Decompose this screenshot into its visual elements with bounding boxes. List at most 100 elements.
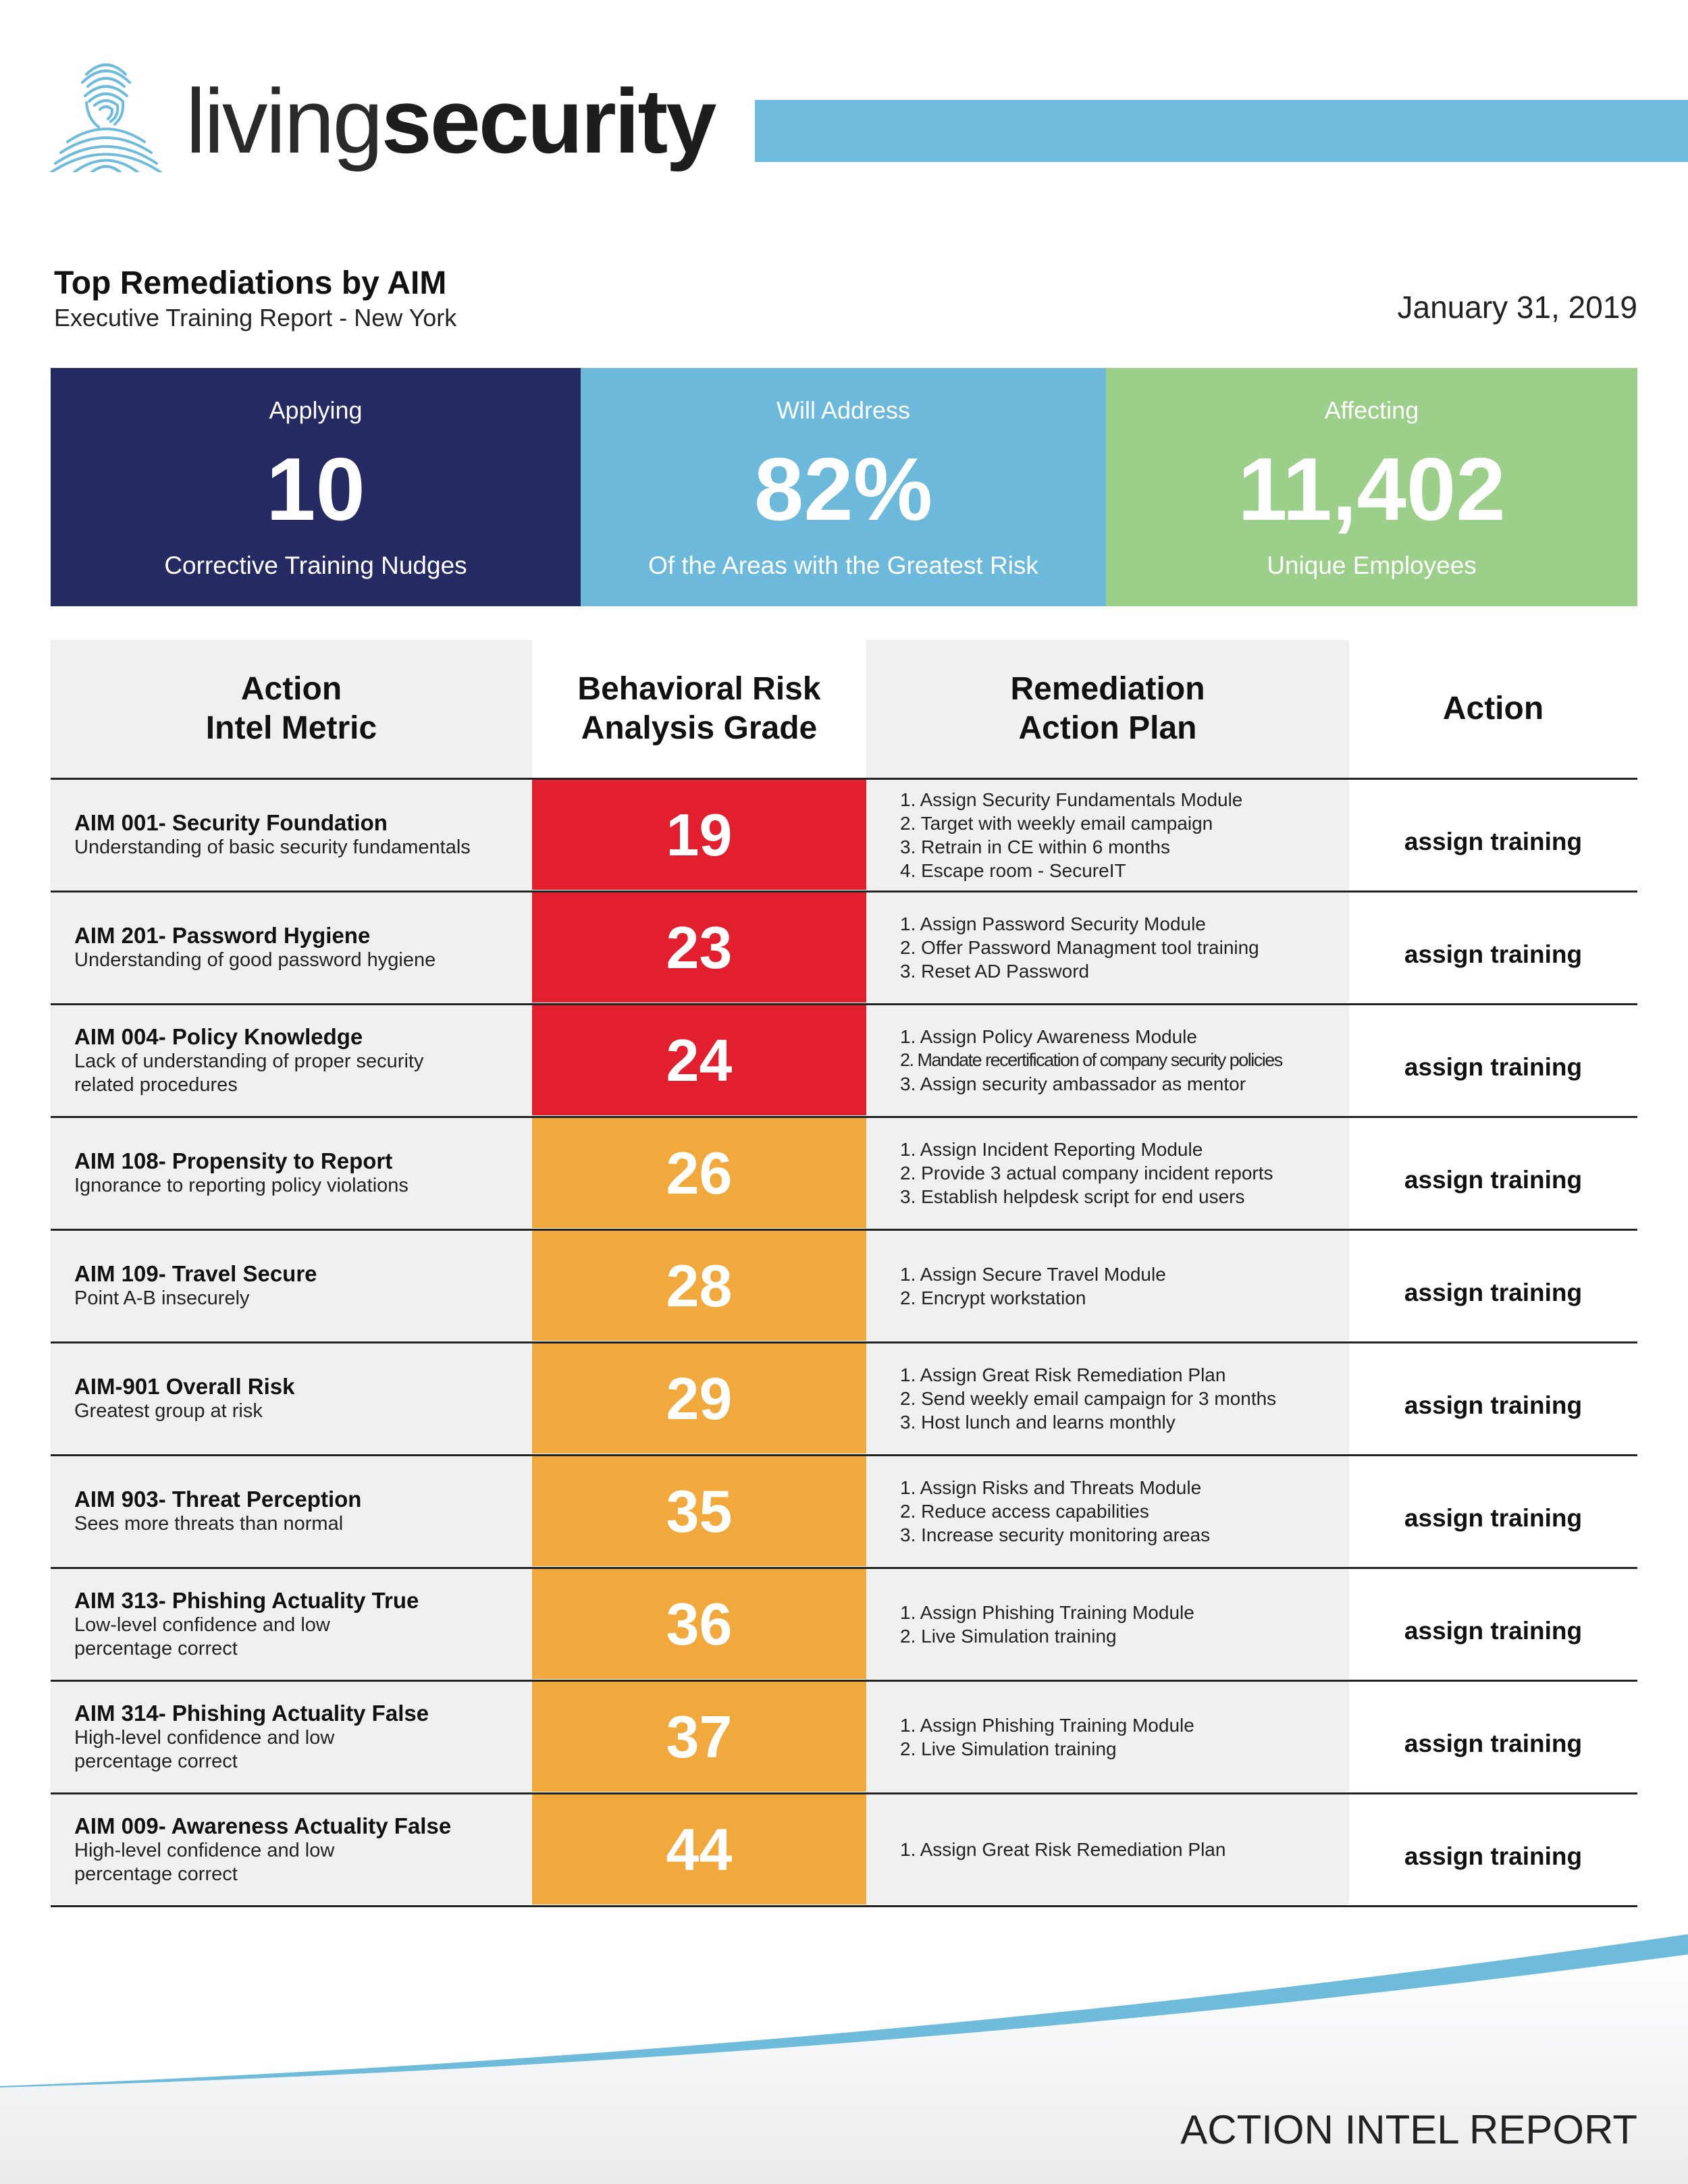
- plan-item: 2. Mandate recertification of company se…: [900, 1050, 1283, 1070]
- plan-item: 1. Assign Phishing Training Module: [900, 1714, 1194, 1736]
- plan-item: 2. Target with weekly email campaign: [900, 812, 1213, 834]
- stat-value: 11,402: [1238, 440, 1506, 539]
- metric-cell: AIM-901 Overall Risk Greatest group at ri…: [51, 1343, 532, 1454]
- risk-grade-cell: 29: [532, 1343, 866, 1454]
- risk-grade-cell: 24: [532, 1005, 866, 1115]
- metric-cell: AIM 009- Awareness Actuality False High-l…: [51, 1794, 532, 1905]
- stat-box-will-address: Will Address 82% Of the Areas with the G…: [581, 368, 1106, 606]
- plan-item: 1. Assign Phishing Training Module: [900, 1601, 1194, 1623]
- plan-item: 3. Establish helpdesk script for end use…: [900, 1186, 1245, 1207]
- plan-item: 2. Provide 3 actual company incident rep…: [900, 1163, 1273, 1183]
- remediation-plan-cell: 1. Assign Phishing Training Module 2. Liv…: [866, 1569, 1349, 1679]
- report-title: Top Remediations by AIM: [54, 265, 447, 301]
- metric-cell: AIM 108- Propensity to Report Ignorance t…: [51, 1118, 532, 1228]
- table-row: AIM 201- Password Hygiene Understanding o…: [51, 890, 1637, 1003]
- metric-description: Greatest group at risk: [74, 1400, 263, 1422]
- risk-grade-cell: 28: [532, 1231, 866, 1341]
- remediation-plan-cell: 1. Assign Phishing Training Module 2. Liv…: [866, 1682, 1349, 1792]
- metric-name: AIM-901 Overall Risk: [74, 1374, 295, 1399]
- brand-name-bold: security: [381, 70, 717, 172]
- stat-caption: Unique Employees: [1267, 552, 1477, 579]
- stat-value: 82%: [754, 440, 933, 539]
- plan-item: 1. Assign Secure Travel Module: [900, 1263, 1166, 1285]
- assign-training-button[interactable]: assign training: [1404, 1616, 1583, 1645]
- plan-item: 3. Reset AD Password: [900, 961, 1090, 982]
- plan-item: 1. Assign Security Fundamentals Module: [900, 789, 1243, 810]
- stat-label: Applying: [269, 396, 363, 424]
- remediation-plan-cell: 1. Assign Incident Reporting Module 2. Pr…: [866, 1118, 1349, 1228]
- risk-grade-cell: 26: [532, 1118, 866, 1228]
- metric-name: AIM 001- Security Foundation: [74, 810, 388, 835]
- metric-name: AIM 903- Threat Perception: [74, 1487, 362, 1512]
- footer-report-title: ACTION INTEL REPORT: [1180, 2107, 1637, 2152]
- plan-item: 1. Assign Policy Awareness Module: [900, 1026, 1197, 1047]
- assign-training-button[interactable]: assign training: [1404, 827, 1583, 855]
- remediation-plan-cell: 1. Assign Secure Travel Module 2. Encrypt…: [866, 1231, 1349, 1341]
- plan-item: 2. Send weekly email campaign for 3 mont…: [900, 1388, 1277, 1409]
- table-row: AIM-901 Overall Risk Greatest group at ri…: [51, 1341, 1637, 1454]
- brand-name-light: living: [186, 70, 384, 172]
- table-row: AIM 001- Security Foundation Understandin…: [51, 778, 1637, 890]
- stat-caption: Of the Areas with the Greatest Risk: [648, 552, 1038, 579]
- plan-item: 1. Assign Password Security Module: [900, 913, 1206, 934]
- header-action-intel-metric: Action Intel Metric: [51, 640, 532, 778]
- assign-training-button[interactable]: assign training: [1404, 1391, 1583, 1419]
- table-row: AIM 903- Threat Perception Sees more thre…: [51, 1454, 1637, 1566]
- risk-grade-cell: 44: [532, 1794, 866, 1905]
- plan-item: 3. Assign security ambassador as mentor: [900, 1073, 1246, 1094]
- header-behavioral-risk-grade: Behavioral Risk Analysis Grade: [577, 671, 821, 746]
- table-row: AIM 109- Travel Secure Point A-B insecure…: [51, 1229, 1637, 1341]
- metric-description: High-level confidence and low percentage…: [74, 1726, 335, 1772]
- header-action: Action: [1442, 691, 1544, 726]
- metric-cell: AIM 313- Phishing Actuality True Low-leve…: [51, 1569, 532, 1679]
- plan-item: 1. Assign Great Risk Remediation Plan: [900, 1364, 1226, 1385]
- fingerprint-person-icon: [50, 63, 162, 172]
- metric-description: Lack of understanding of proper security…: [74, 1050, 424, 1096]
- plan-item: 3. Host lunch and learns monthly: [900, 1412, 1176, 1433]
- stat-caption: Corrective Training Nudges: [164, 552, 467, 579]
- metric-description: Point A-B insecurely: [74, 1287, 250, 1309]
- plan-item: 3. Retrain in CE within 6 months: [900, 836, 1170, 857]
- metric-name: AIM 313- Phishing Actuality True: [74, 1587, 419, 1613]
- risk-grade-cell: 23: [532, 893, 866, 1003]
- report-subtitle: Executive Training Report - New York: [54, 304, 457, 331]
- stat-label: Affecting: [1324, 396, 1419, 424]
- metric-description: High-level confidence and low percentage…: [74, 1839, 335, 1885]
- header-remediation-plan: Remediation Action Plan: [866, 640, 1349, 778]
- plan-item: 1. Assign Great Risk Remediation Plan: [900, 1839, 1226, 1860]
- metric-name: AIM 314- Phishing Actuality False: [74, 1700, 429, 1726]
- report-date: January 31, 2019: [1397, 290, 1638, 325]
- table-row: AIM 108- Propensity to Report Ignorance t…: [51, 1116, 1637, 1228]
- metric-description: Understanding of good password hygiene: [74, 949, 436, 971]
- plan-item: 1. Assign Risks and Threats Module: [900, 1477, 1202, 1498]
- assign-training-button[interactable]: assign training: [1404, 1503, 1583, 1532]
- metric-name: AIM 201- Password Hygiene: [74, 923, 371, 948]
- remediation-plan-cell: 1. Assign Password Security Module 2. Off…: [866, 893, 1349, 1003]
- stat-label: Will Address: [776, 396, 911, 424]
- metric-name: AIM 009- Awareness Actuality False: [74, 1813, 452, 1838]
- plan-item: 4. Escape room - SecureIT: [900, 859, 1126, 881]
- metric-cell: AIM 001- Security Foundation Understandin…: [51, 780, 532, 890]
- assign-training-button[interactable]: assign training: [1404, 1842, 1583, 1870]
- metric-cell: AIM 903- Threat Perception Sees more thre…: [51, 1456, 532, 1566]
- assign-training-button[interactable]: assign training: [1404, 1729, 1583, 1757]
- brand-wordmark: livingsecurity: [186, 70, 717, 172]
- assign-training-button[interactable]: assign training: [1404, 1278, 1583, 1306]
- table-row: AIM 004- Policy Knowledge Lack of underst…: [51, 1003, 1637, 1115]
- header-accent-bar: [755, 100, 1688, 162]
- plan-item: 2. Offer Password Managment tool trainin…: [900, 937, 1259, 958]
- metric-name: AIM 004- Policy Knowledge: [74, 1023, 363, 1049]
- plan-item: 2. Live Simulation training: [900, 1625, 1117, 1647]
- metric-cell: AIM 004- Policy Knowledge Lack of underst…: [51, 1005, 532, 1115]
- metric-description: Sees more threats than normal: [74, 1513, 344, 1535]
- footer-swoosh-graphic: [0, 1934, 1688, 2184]
- assign-training-button[interactable]: assign training: [1404, 1165, 1583, 1194]
- plan-item: 3. Increase security monitoring areas: [900, 1524, 1211, 1545]
- plan-item: 2. Live Simulation training: [900, 1738, 1117, 1759]
- assign-training-button[interactable]: assign training: [1404, 940, 1583, 968]
- stat-value: 10: [266, 440, 365, 539]
- assign-training-button[interactable]: assign training: [1404, 1053, 1583, 1081]
- risk-grade-cell: 37: [532, 1682, 866, 1792]
- stat-box-affecting: Affecting 11,402 Unique Employees: [1106, 368, 1637, 606]
- remediation-plan-cell: 1. Assign Policy Awareness Module 2. Mand…: [866, 1005, 1349, 1115]
